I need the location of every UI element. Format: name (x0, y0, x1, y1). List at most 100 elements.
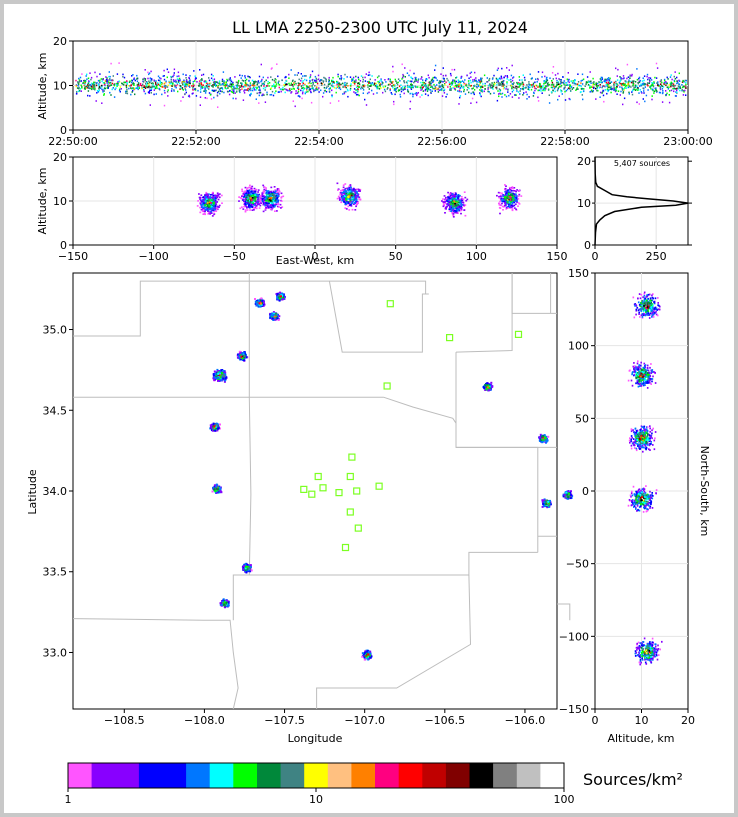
vhf-source-point (512, 89, 515, 91)
vhf-source-point (607, 86, 609, 89)
vhf-source-point (412, 86, 414, 89)
vhf-source-point (554, 90, 556, 93)
vhf-source-point (366, 81, 369, 83)
vhf-source-point (425, 86, 427, 89)
vhf-source-point (601, 92, 603, 94)
vhf-source-point (546, 85, 548, 88)
vhf-source-point (632, 88, 634, 91)
vhf-source-point (87, 90, 90, 92)
vhf-source-point (567, 72, 569, 74)
vhf-source-point (600, 76, 602, 79)
vhf-source-point (463, 191, 466, 193)
vhf-source-point (646, 73, 649, 76)
vhf-source-point (78, 87, 80, 90)
vhf-source-point (241, 82, 243, 85)
vhf-source-point (326, 86, 328, 88)
vhf-source-point (679, 80, 681, 82)
vhf-source-point (122, 75, 124, 78)
vhf-source-point (385, 81, 387, 83)
vhf-source-point (415, 86, 417, 88)
vhf-source-point (155, 85, 158, 88)
vhf-source-point (451, 193, 454, 195)
vhf-source-point (282, 294, 285, 297)
vhf-source-point (134, 79, 136, 82)
vhf-source-point (534, 81, 536, 84)
vhf-source-point (159, 85, 162, 88)
vhf-source-point (486, 81, 488, 83)
vhf-source-point (315, 88, 317, 90)
vhf-source-point (549, 77, 551, 79)
vhf-source-point (650, 87, 652, 90)
vhf-source-point (490, 87, 492, 89)
vhf-source-point (432, 79, 435, 82)
vhf-source-point (409, 92, 411, 95)
vhf-source-point (286, 89, 289, 92)
vhf-source-point (637, 82, 640, 85)
vhf-source-point (219, 87, 221, 90)
vhf-source-point (79, 76, 82, 79)
vhf-source-point (509, 203, 511, 205)
vhf-source-point (221, 202, 223, 204)
vhf-source-point (511, 87, 513, 90)
vhf-source-point (342, 186, 345, 189)
vhf-source-point (365, 104, 368, 106)
vhf-source-point (513, 82, 515, 84)
vhf-source-point (253, 82, 256, 85)
vhf-source-point (301, 97, 303, 100)
vhf-source-point (196, 205, 199, 207)
vhf-source-point (498, 203, 501, 206)
vhf-source-point (505, 88, 507, 90)
vhf-source-point (342, 93, 344, 95)
vhf-source-point (213, 198, 216, 201)
vhf-source-point (206, 207, 209, 209)
vhf-source-point (284, 88, 286, 90)
vhf-source-point (378, 88, 381, 90)
vhf-source-point (113, 96, 116, 98)
vhf-source-point (255, 193, 258, 195)
vhf-source-point (208, 206, 210, 208)
vhf-source-point (304, 75, 306, 77)
vhf-source-point (533, 85, 535, 88)
vhf-source-point (518, 190, 521, 192)
vhf-source-point (420, 78, 422, 80)
vhf-source-point (613, 87, 615, 90)
vhf-source-point (519, 93, 521, 95)
vhf-source-point (198, 193, 200, 195)
vhf-source-point (248, 203, 250, 205)
vhf-source-point (392, 65, 394, 68)
vhf-source-point (590, 86, 592, 88)
vhf-source-point (281, 294, 284, 297)
vhf-source-point (280, 88, 282, 90)
vhf-source-point (390, 81, 392, 83)
vhf-source-point (337, 85, 340, 87)
vhf-source-point (460, 205, 463, 208)
vhf-source-point (649, 79, 651, 81)
vhf-source-point (212, 81, 215, 83)
vhf-source-point (252, 202, 254, 204)
vhf-source-point (248, 80, 250, 82)
vhf-source-point (515, 208, 517, 211)
vhf-source-point (292, 100, 294, 102)
vhf-source-point (244, 186, 247, 189)
vhf-source-point (628, 79, 630, 81)
vhf-source-point (256, 203, 259, 206)
vhf-source-point (268, 85, 270, 87)
vhf-source-point (481, 77, 483, 80)
vhf-source-point (170, 84, 172, 87)
vhf-source-point (170, 81, 173, 83)
vhf-source-point (217, 106, 219, 108)
vhf-source-point (416, 94, 418, 97)
vhf-source-point (278, 84, 281, 86)
vhf-source-point (644, 86, 646, 88)
vhf-source-point (514, 203, 517, 205)
vhf-source-point (396, 83, 399, 86)
vhf-source-point (202, 73, 205, 76)
vhf-source-point (351, 196, 353, 198)
vhf-source-point (167, 89, 169, 91)
vhf-source-point (171, 88, 173, 90)
vhf-source-point (192, 86, 194, 89)
vhf-source-point (546, 82, 549, 85)
vhf-source-point (206, 197, 209, 199)
vhf-source-point (596, 85, 599, 87)
vhf-source-point (251, 209, 254, 211)
